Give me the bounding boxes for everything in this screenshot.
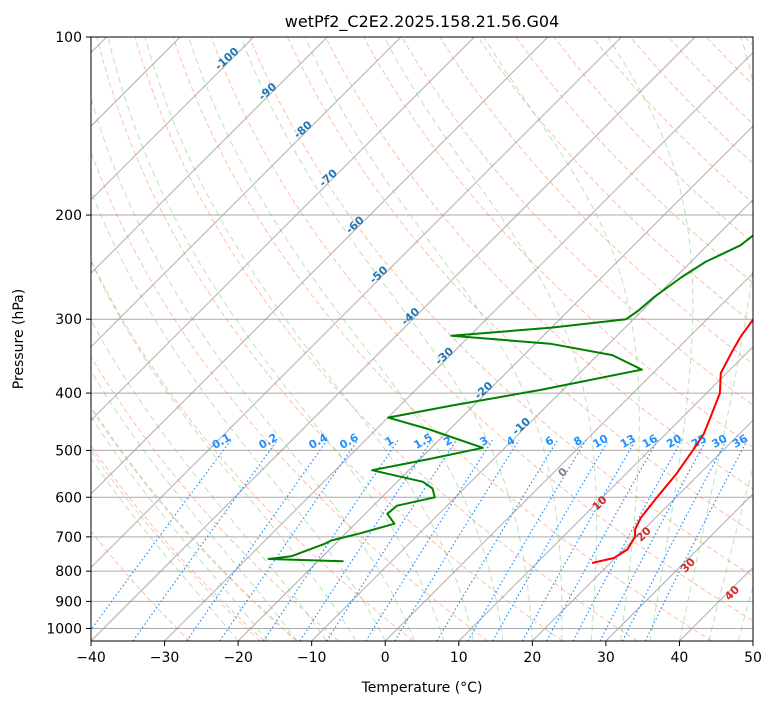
x-tick-label: 0 (381, 650, 390, 666)
y-axis-label: Pressure (hPa) (11, 289, 27, 389)
dry-adiabat (401, 37, 753, 406)
moist-adiabat (737, 584, 753, 641)
dry-adiabat (210, 37, 753, 622)
dry-adiabat (91, 259, 414, 641)
isotherm-line (91, 37, 696, 641)
mixing-ratio-line (436, 439, 559, 641)
y-tick-label: 900 (55, 594, 82, 610)
y-tick-label: 700 (55, 530, 82, 546)
dry-adiabat (134, 37, 638, 641)
y-tick-label: 100 (55, 30, 82, 46)
x-axis-label: Temperature (°C) (361, 680, 483, 696)
x-tick-label: 50 (744, 650, 762, 666)
mixing-ratio-line (91, 439, 232, 631)
mixing-ratio-lines (91, 439, 748, 641)
moist-adiabat (91, 319, 327, 641)
moist-adiabat (144, 37, 474, 641)
x-tick-label: 40 (671, 650, 689, 666)
isotherm-line (164, 51, 753, 641)
moist-adiabat (91, 260, 357, 641)
moist-adiabat (91, 457, 239, 641)
x-tick-label: 20 (523, 650, 541, 666)
dry-adiabat (477, 37, 753, 324)
moist-adiabat (483, 37, 640, 641)
mixing-ratio-line (299, 439, 433, 641)
mixing-ratio-line (644, 439, 748, 641)
isotherm-line (91, 37, 622, 569)
y-tick-label: 500 (55, 443, 82, 459)
isobar-gridlines (91, 37, 753, 629)
skewed-isotherm-gridlines (91, 37, 753, 641)
mixing-ratio-line (467, 439, 587, 641)
moist-adiabat (304, 37, 563, 641)
dry-adiabat (325, 37, 753, 490)
isotherm-line (237, 125, 753, 641)
moist-adiabat (91, 189, 386, 641)
dry-adiabat (91, 150, 489, 641)
x-tick-label: 10 (450, 650, 468, 666)
chart-title: wetPf2_C2E2.2025.158.21.56.G04 (285, 12, 559, 32)
moist-adiabat (91, 96, 416, 641)
isotherm-line (91, 37, 255, 201)
dendritic-line (91, 449, 261, 641)
x-tick-label: −40 (76, 650, 106, 666)
sounding-profiles (267, 234, 753, 564)
y-tick-label: 300 (55, 312, 82, 328)
moist-adiabat (607, 37, 694, 641)
moist-adiabat (240, 37, 533, 641)
dry-adiabat (248, 37, 753, 577)
isotherm-line (458, 346, 753, 641)
dry-adiabat (91, 444, 265, 641)
x-tick-label: 30 (597, 650, 615, 666)
temperature-profile-line (591, 318, 753, 564)
y-tick-label: 1000 (46, 621, 82, 637)
mixing-ratio-line (394, 439, 520, 641)
moist-adiabat (107, 37, 445, 641)
dry-adiabat-lines (91, 37, 753, 641)
moist-adiabat (678, 37, 753, 641)
dewpoint-profile-line (267, 234, 753, 563)
mixing-ratio-line (326, 439, 458, 641)
mixing-ratio-line (492, 439, 610, 641)
x-tick-label: −10 (297, 650, 327, 666)
dry-adiabat (515, 37, 753, 284)
isotherm-line (91, 37, 402, 348)
isotherm-line (605, 493, 753, 641)
mixing-ratio-line (186, 439, 328, 641)
moist-adiabat (383, 37, 597, 641)
y-tick-label: 400 (55, 386, 82, 402)
x-tick-label: −30 (150, 650, 180, 666)
isotherm-line (91, 37, 328, 274)
isotherm-line (384, 272, 753, 641)
y-tick-label: 800 (55, 564, 82, 580)
y-axis-ticks: 100 200 300 400 500 600 700 800 900 1000 (46, 30, 91, 637)
mixing-ratio-line (521, 439, 637, 641)
mixing-ratio-line (365, 439, 494, 641)
moist-adiabat-lines (91, 37, 753, 641)
plot-frame (90, 36, 754, 642)
mixing-ratio-line (262, 439, 399, 641)
mixing-ratio-line (546, 439, 659, 641)
isotherm-line (91, 37, 475, 422)
moist-adiabat (91, 370, 298, 641)
moist-adiabat (188, 37, 504, 641)
x-tick-label: −20 (223, 650, 253, 666)
dry-adiabat (172, 37, 713, 641)
dry-adiabat (91, 355, 340, 641)
mixing-ratio-line (219, 439, 359, 641)
isotherm-line (91, 37, 549, 495)
plot-area: -100-90-80-70-60-50-40-30-20-10010203040… (91, 37, 753, 641)
dry-adiabat (96, 37, 563, 641)
x-axis-ticks: −40 −30 −20 −10 0 10 20 30 40 50 (76, 641, 762, 666)
moist-adiabat (708, 465, 753, 641)
y-tick-label: 200 (55, 208, 82, 224)
dry-adiabat (91, 530, 191, 641)
dendritic-zone-lines (91, 405, 298, 641)
y-tick-label: 600 (55, 490, 82, 506)
moist-adiabat (91, 415, 268, 641)
